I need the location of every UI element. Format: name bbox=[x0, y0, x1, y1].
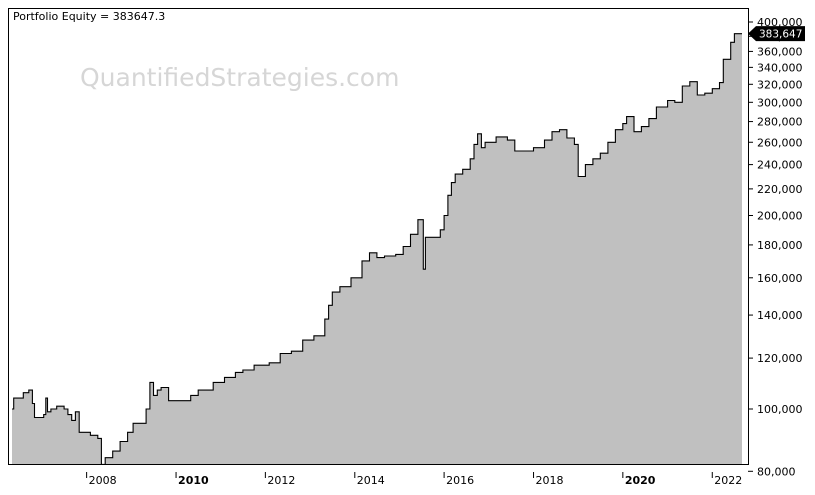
x-tick-label: 2012 bbox=[267, 474, 295, 487]
y-tick-label: 320,000 bbox=[757, 78, 803, 91]
y-tick-label: 180,000 bbox=[757, 239, 803, 252]
y-tick-label: 160,000 bbox=[757, 272, 803, 285]
y-tick-label: 200,000 bbox=[757, 210, 803, 223]
y-tick-label: 120,000 bbox=[757, 352, 803, 365]
last-value-badge-label: 383,647 bbox=[759, 29, 802, 41]
x-tick-label: 2018 bbox=[536, 474, 564, 487]
x-tick-label: 2020 bbox=[625, 474, 656, 487]
equity-area bbox=[12, 33, 742, 465]
last-value-badge: 383,647 bbox=[748, 26, 805, 42]
y-tick-label: 260,000 bbox=[757, 136, 803, 149]
y-tick-label: 100,000 bbox=[757, 403, 803, 416]
y-tick-label: 220,000 bbox=[757, 183, 803, 196]
y-tick-label: 400,000 bbox=[757, 16, 803, 29]
y-tick-label: 360,000 bbox=[757, 45, 803, 58]
watermark: QuantifiedStrategies.com bbox=[80, 63, 399, 92]
y-tick-label: 240,000 bbox=[757, 159, 803, 172]
y-tick-label: 140,000 bbox=[757, 309, 803, 322]
y-tick-label: 300,000 bbox=[757, 96, 803, 109]
y-axis: 80,000 100,000 120,000 140,000 160,000 180,00… bbox=[748, 16, 803, 478]
chart-title: Portfolio Equity = 383647.3 bbox=[13, 10, 165, 23]
x-tick-label: 2014 bbox=[357, 474, 385, 487]
x-tick-label: 2008 bbox=[89, 474, 117, 487]
plot-area bbox=[12, 33, 742, 465]
plot-frame bbox=[8, 8, 749, 465]
x-tick-label: 2022 bbox=[714, 474, 742, 487]
y-tick-label: 280,000 bbox=[757, 116, 803, 129]
equity-line bbox=[12, 33, 742, 465]
y-tick-label: 80,000 bbox=[757, 465, 796, 478]
x-tick-label: 2010 bbox=[178, 474, 209, 487]
x-tick-label: 2016 bbox=[446, 474, 474, 487]
x-axis: 2008 2010 2012 2014 2016 2018 2020 2022 bbox=[86, 472, 742, 487]
last-value-badge-shape bbox=[748, 26, 805, 42]
y-tick-label: 340,000 bbox=[757, 61, 803, 74]
